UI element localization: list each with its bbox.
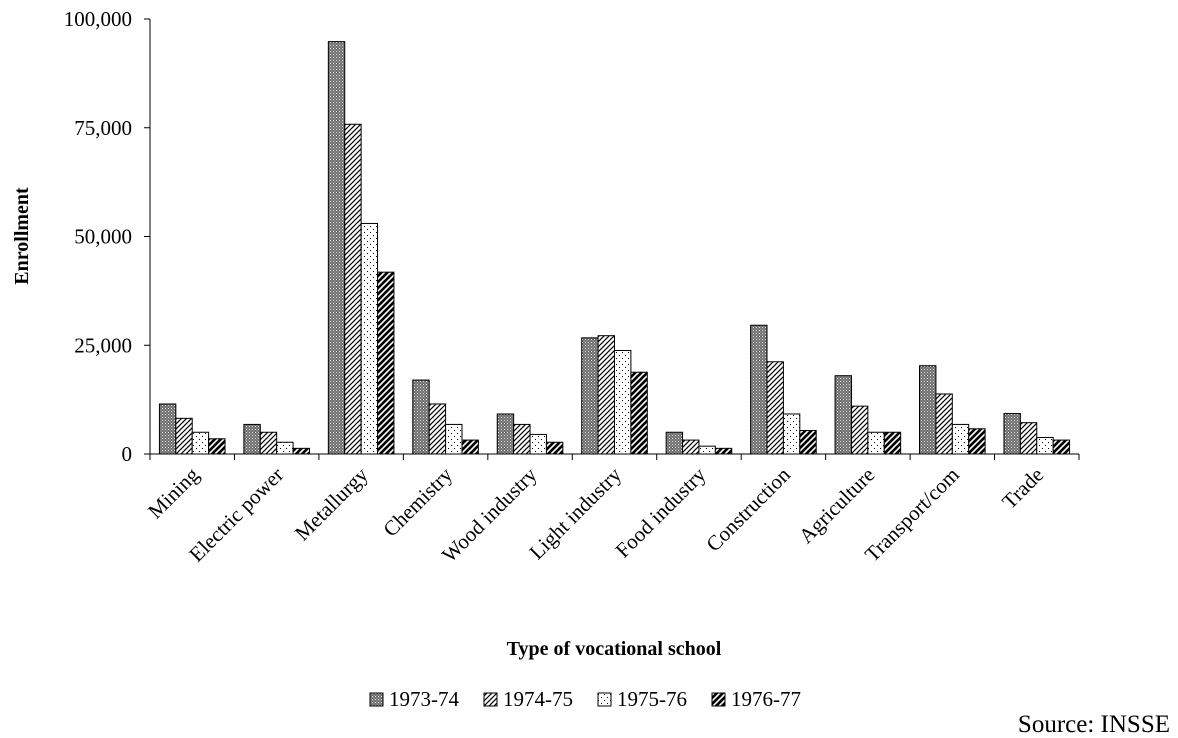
bar [360,222,379,455]
bar [191,431,210,455]
source-note: Source: INSSE [1018,711,1170,738]
bar [968,428,986,455]
x-category-label: Light industry [524,462,626,564]
y-tick-label: 0 [122,442,133,466]
bar [630,371,648,455]
bar [175,417,193,455]
bar [377,271,395,455]
x-category-label: Chemistry [378,462,457,541]
bar [412,379,430,455]
y-ticks-layer: 0 25,000 50,000 75,000 100,000 [64,7,150,466]
bar [714,447,733,455]
bar [698,445,716,455]
bar [208,438,226,455]
bar [1052,439,1071,455]
bar [597,335,615,455]
bar [665,431,684,455]
legend-swatch [483,692,498,707]
bar [461,439,479,455]
bar [581,337,599,455]
x-category-label: Construction [701,462,795,556]
bar [292,447,310,455]
bar [614,349,632,455]
x-category-label: Mining [143,462,204,523]
bar [850,405,869,455]
bars-layer [158,41,1071,455]
legend-item: 1975-76 [597,687,687,711]
bar [1019,422,1038,455]
y-tick-label: 50,000 [74,225,132,249]
bar [782,413,801,455]
bar [834,375,852,455]
legend-item: 1974-75 [483,687,573,711]
y-tick-label: 100,000 [64,7,132,31]
legend: 1973-74 1974-75 1975-76 1976-77 [369,687,801,711]
legend-item: 1973-74 [369,687,459,711]
bar [513,423,531,455]
legend-swatch [597,692,612,707]
bar [276,441,294,455]
legend-swatch [711,692,726,707]
legend-label: 1976-77 [731,687,801,711]
legend-label: 1973-74 [389,687,459,711]
bar [883,431,902,455]
bar [445,423,463,455]
legend-item: 1976-77 [711,687,801,711]
y-tick-label: 25,000 [74,333,132,357]
bar [428,403,447,455]
bar [529,433,547,455]
plot-area: 0 25,000 50,000 75,000 100,000 MiningElectri… [64,7,1080,567]
bar [935,393,953,455]
bar [766,361,784,455]
bar [951,423,970,455]
bar [1036,436,1054,455]
y-axis-title: Enrollment [11,187,33,285]
bar [867,431,885,455]
legend-label: 1975-76 [617,687,687,711]
bar [158,403,177,455]
x-category-label: Metallurgy [290,462,373,545]
bar [259,431,278,455]
bar [919,365,937,455]
x-axis-title: Type of vocational school [507,638,722,660]
bar [799,430,817,455]
bar [243,423,261,455]
legend-label: 1974-75 [503,687,573,711]
x-category-label: Trade [997,463,1048,514]
bar [1003,413,1021,455]
bar [496,413,515,455]
bar [545,441,564,455]
x-category-label: Food industry [611,462,711,562]
bar [750,324,768,455]
bar [327,41,346,455]
bar [344,123,362,455]
y-tick-label: 75,000 [74,116,132,140]
x-category-label: Agriculture [794,463,879,548]
bar [682,439,700,455]
legend-swatch [369,692,384,707]
